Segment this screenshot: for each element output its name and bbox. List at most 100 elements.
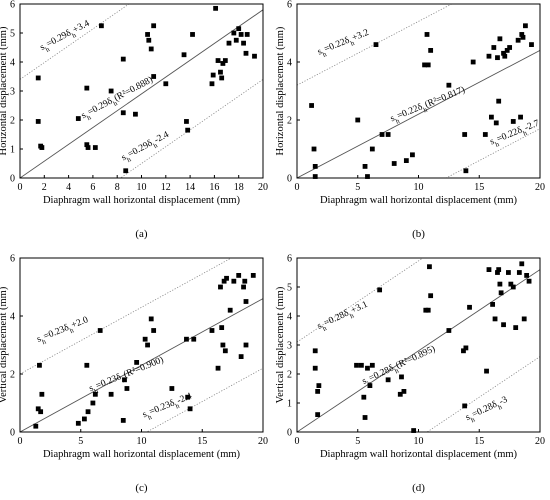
data-point xyxy=(377,287,383,293)
y-axis-label: Vertical displacement (mm) xyxy=(0,286,9,403)
x-tick-label: 10 xyxy=(414,182,424,193)
data-point xyxy=(238,354,244,359)
bound-line xyxy=(426,356,540,432)
data-point xyxy=(219,325,225,330)
data-point xyxy=(523,23,528,29)
data-point xyxy=(510,119,516,124)
data-point xyxy=(226,40,232,46)
data-point xyxy=(145,32,150,37)
data-point xyxy=(524,273,530,278)
data-point xyxy=(142,336,148,342)
data-point xyxy=(220,342,226,348)
data-point xyxy=(365,174,370,179)
panel-label: (a) xyxy=(135,228,148,240)
data-point xyxy=(486,53,492,59)
data-point xyxy=(385,377,391,383)
data-point xyxy=(309,103,314,108)
x-tick-label: 12 xyxy=(161,182,171,193)
data-point xyxy=(312,348,318,354)
data-point xyxy=(362,164,368,169)
x-tick-label: 8 xyxy=(115,182,120,193)
data-point xyxy=(391,161,397,166)
data-point xyxy=(97,328,103,333)
data-point xyxy=(210,72,216,78)
data-point xyxy=(492,316,498,322)
x-tick-label: 5 xyxy=(355,436,360,447)
data-point xyxy=(35,119,41,124)
regression-line xyxy=(20,9,263,178)
data-point xyxy=(181,52,187,58)
x-tick-label: 4 xyxy=(66,182,71,193)
data-point xyxy=(151,328,157,333)
data-point xyxy=(85,409,91,415)
data-point xyxy=(227,307,233,313)
data-point xyxy=(315,412,321,417)
data-point xyxy=(151,23,157,29)
data-point xyxy=(90,400,96,406)
data-point xyxy=(250,273,256,278)
x-axis-label: Diaphragm wall horizontal displacement (… xyxy=(43,449,241,460)
y-tick-label: 6 xyxy=(10,254,15,265)
data-point xyxy=(513,325,519,330)
regression-line xyxy=(20,298,263,432)
data-point xyxy=(209,328,215,333)
data-point xyxy=(316,383,322,388)
data-point xyxy=(446,82,452,88)
data-point xyxy=(244,32,250,37)
x-tick-label: 18 xyxy=(234,182,244,193)
data-point xyxy=(120,56,126,62)
data-point xyxy=(108,88,114,94)
data-point xyxy=(163,81,169,87)
data-point xyxy=(33,423,39,429)
plot-frame xyxy=(19,257,264,433)
data-point xyxy=(108,391,114,397)
data-point xyxy=(354,362,359,368)
data-point xyxy=(85,145,91,150)
data-point xyxy=(218,69,223,75)
data-point xyxy=(501,322,506,328)
x-tick-label: 0 xyxy=(18,182,23,193)
x-tick-label: 6 xyxy=(90,182,95,193)
x-tick-label: 20 xyxy=(258,436,268,447)
x-tick-label: 20 xyxy=(535,436,545,447)
data-point xyxy=(84,362,90,368)
data-point xyxy=(365,365,370,371)
data-point xyxy=(39,391,45,397)
data-point xyxy=(231,278,237,284)
data-point xyxy=(516,270,522,275)
data-point xyxy=(122,377,127,383)
data-point xyxy=(355,117,361,123)
data-point xyxy=(493,120,499,126)
data-point xyxy=(185,394,191,400)
x-tick-label: 10 xyxy=(137,436,147,447)
y-tick-label: 0 xyxy=(10,174,15,185)
data-point xyxy=(243,50,249,56)
data-point xyxy=(373,42,379,47)
fit-line-label: sh=0.29δh(R²=0.888) xyxy=(79,74,156,124)
data-point xyxy=(369,362,375,368)
x-tick-label: 20 xyxy=(535,182,545,193)
data-point xyxy=(425,307,431,313)
data-point xyxy=(462,403,468,409)
y-tick-label: 6 xyxy=(10,0,15,11)
x-axis-label: Diaphragm wall horizontal displacement (… xyxy=(43,195,241,206)
fit-line-label: sh=0.28δh-3 xyxy=(464,395,511,426)
data-point xyxy=(446,328,452,333)
data-point xyxy=(399,374,404,380)
data-point xyxy=(151,74,157,79)
x-tick-label: 0 xyxy=(295,436,300,447)
data-point xyxy=(467,304,472,310)
data-point xyxy=(463,168,469,174)
data-point xyxy=(498,290,504,296)
data-point xyxy=(92,391,98,397)
y-tick-label: 0 xyxy=(287,174,292,185)
data-point xyxy=(497,281,503,287)
fit-line-label: sh=0.23δh-2.4 xyxy=(141,391,195,423)
data-point xyxy=(191,336,197,342)
data-point xyxy=(497,36,503,42)
data-point xyxy=(231,30,237,36)
x-tick-label: 0 xyxy=(18,436,23,447)
y-tick-label: 0 xyxy=(287,428,292,439)
x-tick-label: 0 xyxy=(295,182,300,193)
data-point xyxy=(75,116,81,121)
